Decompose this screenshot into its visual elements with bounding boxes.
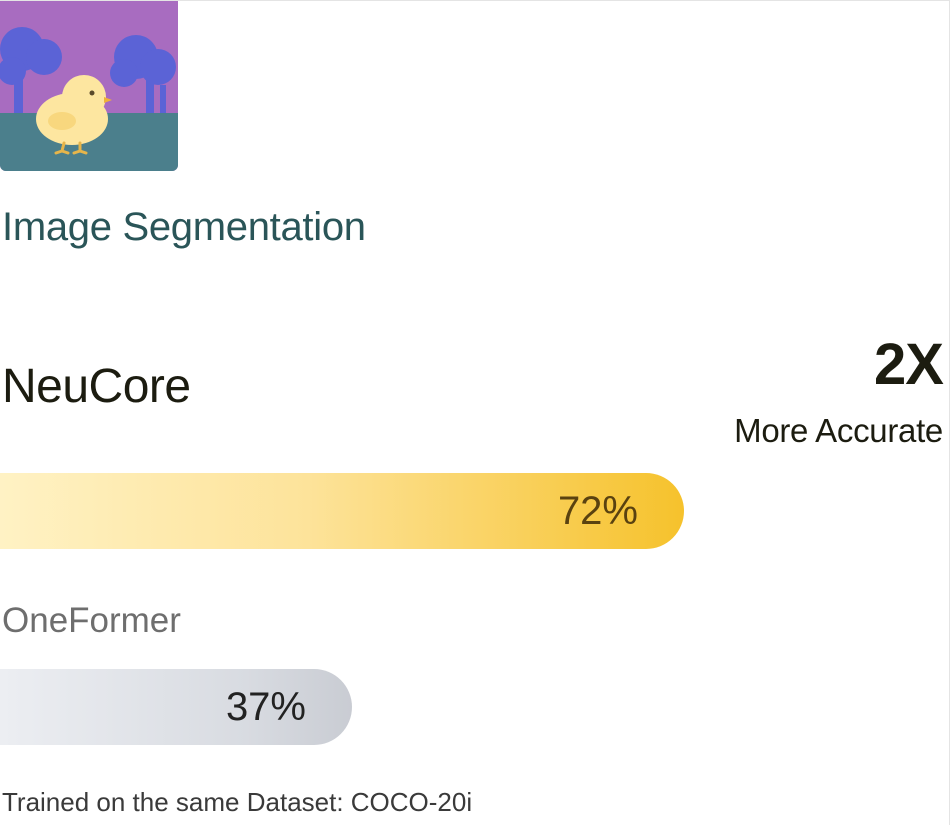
primary-model-track: 72%: [0, 473, 950, 549]
secondary-model-score: 37%: [225, 684, 306, 729]
accuracy-multiplier-caption: More Accurate: [734, 412, 943, 449]
segmentation-thumbnail-icon: [0, 1, 178, 171]
accuracy-multiplier: 2X: [874, 332, 944, 397]
secondary-model-bar: 37%: [0, 669, 352, 745]
task-title: Image Segmentation: [2, 205, 366, 249]
secondary-model-name: OneFormer: [2, 601, 181, 640]
primary-model-score: 72%: [557, 488, 638, 533]
primary-model-name: NeuCore: [2, 360, 191, 413]
secondary-model-track: 37%: [0, 669, 950, 745]
primary-model-bar: 72%: [0, 473, 684, 549]
dataset-footnote: Trained on the same Dataset: COCO-20i: [2, 787, 473, 817]
